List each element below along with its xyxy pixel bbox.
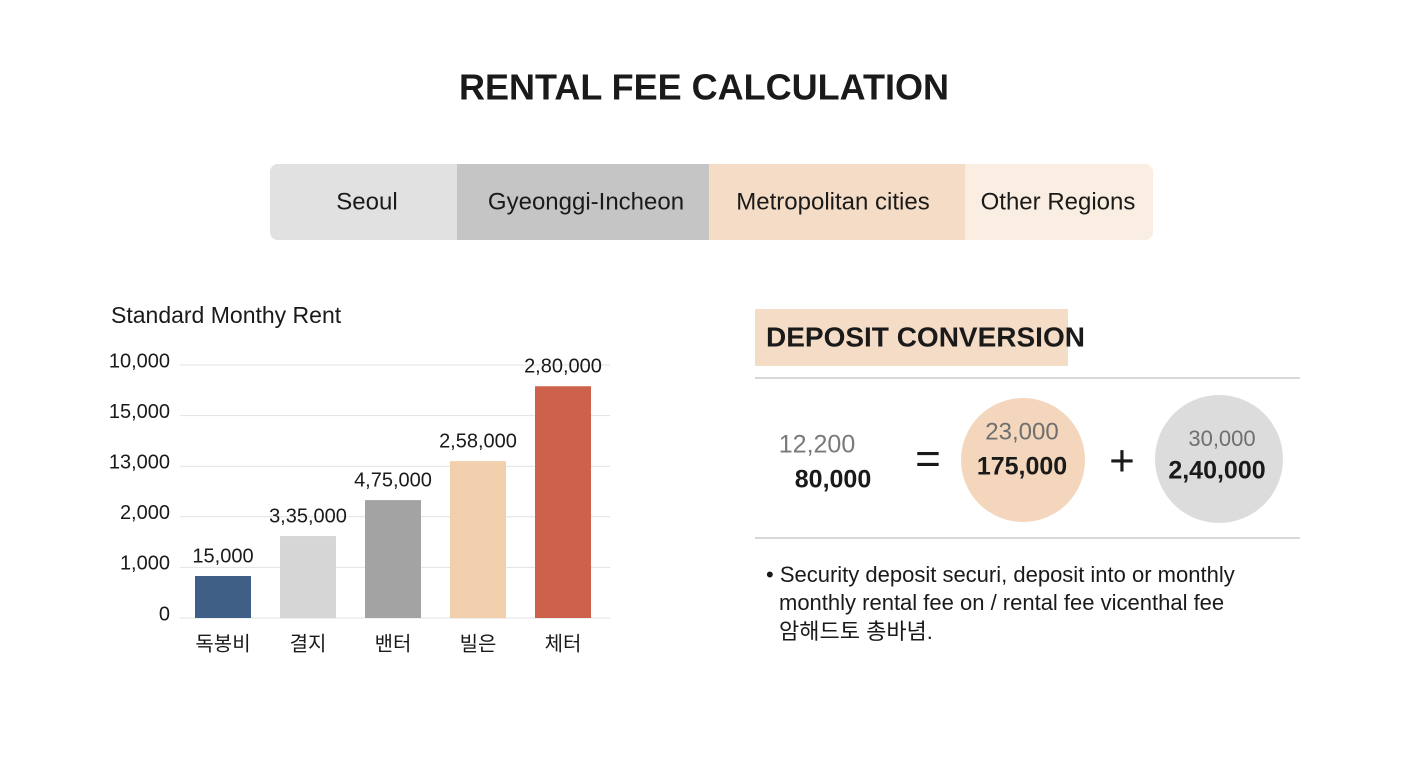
x-tick-label: 밴터 [375, 632, 412, 655]
amount: 175,000 [977, 453, 1067, 481]
y-tick-label: 2,000 [120, 502, 170, 524]
section-title: DEPOSIT CONVERSION [766, 321, 1085, 352]
amount-circle [961, 398, 1085, 522]
tab-bg [709, 164, 965, 240]
note-line: monthly rental fee on / rental fee vicen… [779, 590, 1224, 615]
value-label: 2,80,000 [524, 356, 602, 378]
section-header-bg [755, 309, 1068, 366]
amount: 80,000 [795, 466, 871, 494]
bar [365, 500, 421, 618]
y-tick-label: 0 [159, 603, 170, 625]
y-tick-label: 15,000 [109, 401, 170, 423]
y-tick-label: 1,000 [120, 553, 170, 575]
x-tick-label: 독봉비 [195, 632, 250, 655]
bar [450, 461, 506, 618]
bar [535, 386, 591, 618]
chart-title: Standard Monthy Rent [111, 302, 342, 328]
amount-label: 30,000 [1188, 426, 1255, 451]
bar [280, 536, 336, 618]
page-title: RENTAL FEE CALCULATION [459, 67, 949, 108]
value-label: 3,35,000 [269, 505, 347, 527]
value-label: 4,75,000 [354, 469, 432, 491]
tab[interactable]: Metropolitan cities [736, 188, 929, 215]
bar-chart: 0 1,000 2,000 13,000 15,000 10,000 15,000 독봉비 3,… [109, 350, 610, 655]
note-line: 암해드토 총바념. [779, 619, 933, 644]
x-tick-label: 체터 [545, 632, 582, 655]
y-tick-label: 13,000 [109, 451, 170, 473]
amount-circle [1155, 395, 1283, 523]
tab[interactable]: Other Regions [981, 188, 1136, 215]
operator: + [1109, 437, 1135, 486]
tab[interactable]: Gyeonggi-Incheon [488, 188, 684, 215]
tab[interactable]: Seoul [336, 188, 397, 215]
bar [195, 576, 251, 618]
amount-label: 12,200 [779, 431, 855, 459]
y-tick-label: 10,000 [109, 350, 170, 372]
tab-bg [270, 164, 457, 240]
value-label: 2,58,000 [439, 430, 517, 452]
x-tick-label: 빌은 [460, 632, 497, 655]
value-label: 15,000 [192, 545, 253, 567]
note-line: • Security deposit securi, deposit into … [766, 562, 1235, 587]
amount-label: 23,000 [985, 418, 1058, 445]
operator: = [915, 435, 941, 484]
amount: 2,40,000 [1168, 457, 1265, 485]
tab-bg [457, 164, 709, 240]
x-tick-label: 결지 [290, 632, 327, 655]
